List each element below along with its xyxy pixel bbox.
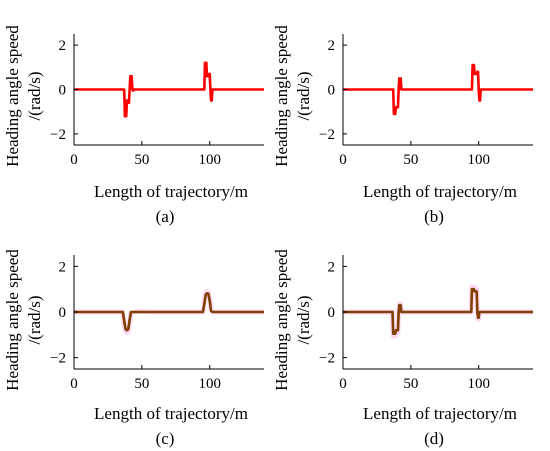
panel-caption: (c) <box>156 429 175 448</box>
y-axis-label: Heading angle speed <box>272 25 291 167</box>
y-tick-label: −2 <box>319 127 335 143</box>
y-tick-label: −2 <box>50 127 66 143</box>
y-tick-label: −2 <box>50 351 66 367</box>
series-line-1 <box>343 287 533 335</box>
y-axis-label: Heading angle speed <box>272 249 291 391</box>
x-tick-label: 100 <box>467 152 490 168</box>
x-tick-label: 100 <box>198 376 221 392</box>
y-axis-label: Heading angle speed <box>3 249 22 391</box>
y-tick-label: 0 <box>328 83 336 99</box>
x-tick-label: 0 <box>339 376 347 392</box>
y-tick-label: 2 <box>328 38 336 54</box>
x-axis-label: Length of trajectory/m <box>94 404 248 423</box>
x-tick-label: 0 <box>339 152 347 168</box>
y-axis-unit-label: /(rad/s) <box>25 295 44 344</box>
y-tick-label: 2 <box>59 259 67 275</box>
x-axis-label: Length of trajectory/m <box>363 404 517 423</box>
y-axis-label: Heading angle speed <box>3 25 22 167</box>
y-tick-label: 2 <box>59 38 67 54</box>
panel-caption: (d) <box>424 429 444 448</box>
panel-caption: (b) <box>424 207 444 226</box>
y-axis-unit-label: /(rad/s) <box>294 295 313 344</box>
x-axis-label: Length of trajectory/m <box>363 182 517 201</box>
y-tick-label: 0 <box>59 83 67 99</box>
x-tick-label: 50 <box>403 152 418 168</box>
x-axis-label: Length of trajectory/m <box>94 182 248 201</box>
x-tick-label: 0 <box>70 376 78 392</box>
x-tick-label: 50 <box>134 376 149 392</box>
y-axis-unit-label: /(rad/s) <box>294 71 313 120</box>
panel-caption: (a) <box>156 207 175 226</box>
y-tick-label: 0 <box>59 305 67 321</box>
x-tick-label: 100 <box>467 376 490 392</box>
y-axis-unit-label: /(rad/s) <box>25 71 44 120</box>
y-tick-label: 2 <box>328 259 336 275</box>
series-line-1 <box>74 61 264 118</box>
x-tick-label: 0 <box>70 152 78 168</box>
y-tick-label: −2 <box>319 351 335 367</box>
series-line-1 <box>74 291 264 332</box>
x-tick-label: 50 <box>134 152 149 168</box>
series-line-1 <box>343 63 533 116</box>
x-tick-label: 50 <box>403 376 418 392</box>
x-tick-label: 100 <box>198 152 221 168</box>
y-tick-label: 0 <box>328 305 336 321</box>
